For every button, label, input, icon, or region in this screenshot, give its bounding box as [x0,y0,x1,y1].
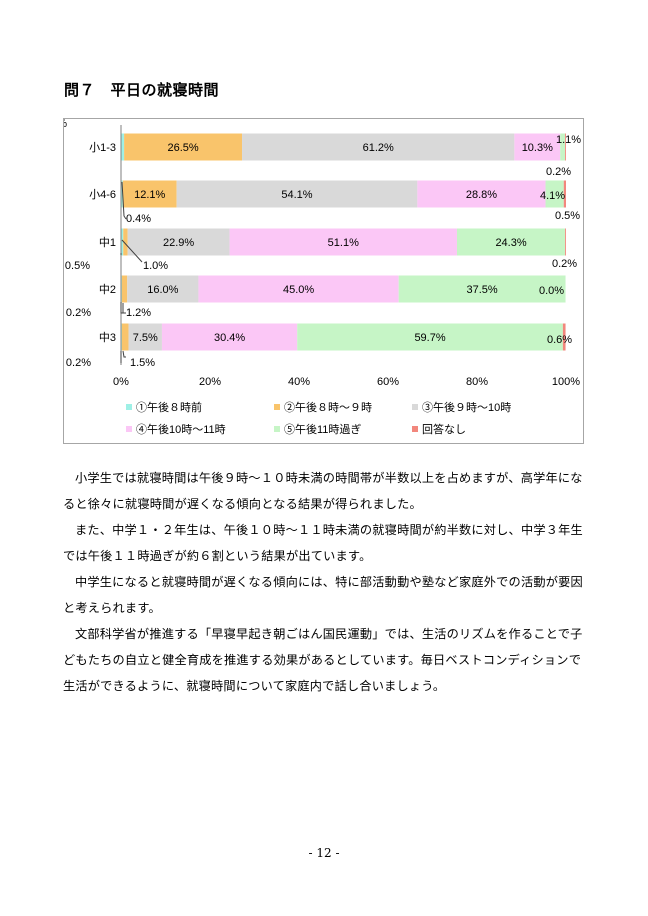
bar-segment-0-4 [560,133,566,161]
bar-segment-2-0 [121,228,124,256]
paragraph-2: また、中学１・２年生は、午後１０時～１１時未満の就寝時間が約半数に対し、中学３年… [63,523,583,563]
data-label-2-5: 0.2% [552,258,577,270]
category-label-2: 中1 [99,236,116,249]
legend-swatch-1 [274,404,280,410]
bar-segment-0-2 [242,133,515,161]
category-label-0: 小1-3 [89,141,116,154]
data-label-2-1: 1.0% [143,260,168,272]
data-label-4-4: 59.7% [414,332,445,344]
data-label-4-2: 7.5% [133,332,158,344]
data-label-0-4: 1.1% [556,134,581,146]
bar-segment-1-2 [176,180,418,208]
bar-segment-1-4 [545,180,564,208]
chart-svg: 小1-3 小4-6 中1 中2 中3 0% 20% 40% 60% 80% 100% 0.7% 26.5… [64,119,581,436]
data-label-1-4: 4.1% [540,190,565,202]
x-tick-label-4: 80% [466,376,488,388]
data-label-0-3: 10.3% [522,142,553,154]
bar-segment-2-2 [127,228,230,256]
leader-line-2-1 [121,239,143,263]
bar-segment-0-0 [121,133,125,161]
legend-swatch-3 [126,426,132,432]
legend-label-3: ④午後10時～11時 [136,422,226,436]
bar-segment-3-4 [398,275,566,303]
legend-label-4: ⑤午後11時過ぎ [284,422,361,436]
data-label-0-5: 0.2% [546,166,571,178]
x-tick-label-0: 0% [113,376,129,388]
data-label-1-5: 0.5% [555,210,580,222]
data-label-3-1: 1.2% [126,307,151,319]
leader-line-1-0 [121,181,127,220]
bar-segment-2-3 [229,228,457,256]
legend-swatch-0 [126,404,132,410]
x-tick-label-1: 20% [199,376,221,388]
data-label-3-2: 16.0% [147,284,178,296]
data-label-4-3: 30.4% [214,332,245,344]
leader-line-3-1 [122,303,126,314]
paragraph-3: 中学生になると就寝時間が遅くなる傾向には、特に部活動動や塾など家庭外での活動が要… [63,575,583,615]
category-label-1: 小4-6 [89,188,116,201]
data-label-4-0: 0.2% [66,357,91,369]
x-tick-label-3: 60% [377,376,399,388]
legend-label-0: ①午後８時前 [136,400,202,414]
legend-swatch-4 [274,426,280,432]
legend-label-5: 回答なし [422,422,466,436]
bar-segment-4-1 [121,323,129,351]
legend-label-2: ③午後９時～10時 [422,400,511,414]
data-label-3-4: 37.5% [467,284,498,296]
data-label-1-1: 12.1% [134,189,165,201]
data-label-1-0: 0.4% [126,213,151,225]
data-label-3-3: 45.0% [283,284,314,296]
bar-segment-2-1 [123,228,128,256]
bar-segment-4-5 [562,323,566,351]
bar-segment-1-0 [121,180,123,208]
x-tick-label-2: 40% [288,376,310,388]
bar-segment-3-1 [121,275,128,303]
data-label-0-1: 26.5% [167,142,198,154]
bar-segment-1-1 [122,180,177,208]
data-label-2-3: 51.1% [328,237,359,249]
bar-segment-0-3 [514,133,561,161]
bar-segment-1-5 [563,180,566,208]
bar-segment-3-2 [127,275,199,303]
leader-line-4-1 [122,350,126,358]
data-label-4-1: 1.5% [130,357,155,369]
data-label-4-5: 0.6% [547,334,572,346]
data-label-0-2: 61.2% [363,142,394,154]
data-label-2-4: 24.3% [495,237,526,249]
legend-swatch-2 [412,404,418,410]
data-label-1-3: 28.8% [466,189,497,201]
bar-segment-4-4 [297,323,563,351]
data-label-1-2: 54.1% [281,189,312,201]
bar-segment-0-1 [124,133,243,161]
paragraph-1: 小学生では就寝時間は午後９時～１０時未満の時間帯が半数以上を占めますが、高学年に… [63,471,583,511]
category-label-3: 中2 [99,283,116,296]
bar-segment-2-5 [565,228,566,256]
bar-segment-2-4 [456,228,566,256]
page-heading: 問７ 平日の就寝時間 [64,81,220,99]
data-label-3-0: 0.2% [66,307,91,319]
data-label-3-5: 0.0% [539,285,564,297]
data-label-2-2: 22.9% [163,237,194,249]
bar-segment-4-2 [128,323,162,351]
bedtime-chart: 小1-3 小4-6 中1 中2 中3 0% 20% 40% 60% 80% 100% 0.7% 26.5… [63,118,584,444]
bar-segment-0-5 [565,133,566,161]
legend-swatch-5 [412,426,418,432]
x-tick-label-5: 100% [552,376,580,388]
bar-segment-4-3 [161,323,298,351]
paragraph-4: 文部科学省が推進する「早寝早起き朝ごはん国民運動」では、生活のリズムを作ることで… [63,627,583,693]
bar-segment-3-3 [198,275,399,303]
data-label-2-0: 0.5% [65,260,90,272]
data-label-0-0: 0.7% [64,119,67,130]
legend-label-1: ②午後８時～９時 [284,400,372,414]
bar-segment-1-3 [417,180,546,208]
category-label-4: 中3 [99,331,116,344]
page-number: - 12 - [308,846,340,860]
